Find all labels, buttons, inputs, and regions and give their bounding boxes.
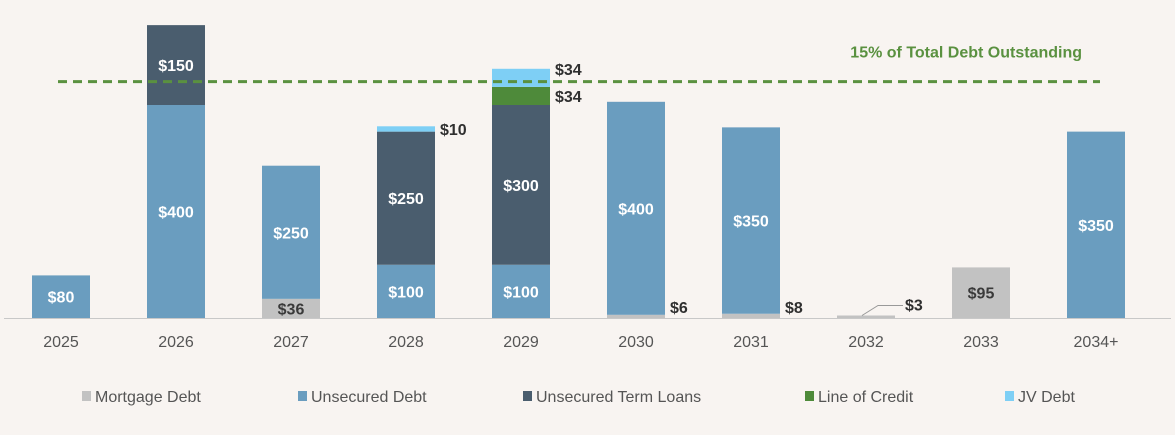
legend-label-jv-debt: JV Debt <box>1018 389 1075 406</box>
legend: Mortgage Debt Unsecured Debt Unsecured Ter… <box>82 389 1075 406</box>
legend-swatch-jv-debt <box>1005 391 1014 401</box>
bar-mortgage-debt-2032 <box>837 315 895 318</box>
data-label-unsecured-debt-2027: $250 <box>273 225 309 242</box>
data-label-mortgage-debt-2033: $95 <box>968 286 995 303</box>
x-tick-label-2031: 2031 <box>733 334 769 351</box>
bar-unsecured-term-loans-2026 <box>147 25 205 105</box>
bar-unsecured-term-loans-2029 <box>492 105 550 265</box>
data-label-mortgage-debt-2032: $3 <box>905 298 923 315</box>
bar-jv-debt-2029 <box>492 68 550 87</box>
x-tick-label-2029: 2029 <box>503 334 539 351</box>
x-tick-label-2030: 2030 <box>618 334 654 351</box>
data-label-unsecured-term-loans-2026: $150 <box>158 58 194 75</box>
data-label-unsecured-debt-2026: $400 <box>158 205 194 222</box>
bar-mortgage-debt-2030 <box>607 314 665 318</box>
bars-layer <box>32 25 1125 318</box>
x-tick-label-2025: 2025 <box>43 334 79 351</box>
data-label-jv-debt-2029: $34 <box>555 62 582 79</box>
x-tick-label-2033: 2033 <box>963 334 999 351</box>
bar-unsecured-debt-2027 <box>262 165 320 299</box>
data-label-mortgage-debt-2031: $8 <box>785 300 803 317</box>
data-label-unsecured-debt-2028: $100 <box>388 284 424 301</box>
legend-swatch-line-of-credit <box>805 391 814 401</box>
legend-swatch-mortgage-debt <box>82 391 91 401</box>
data-label-unsecured-term-loans-2028: $250 <box>388 191 424 208</box>
x-tick-label-2032: 2032 <box>848 334 884 351</box>
bar-mortgage-debt-2033 <box>952 267 1010 318</box>
data-label-unsecured-debt-2029: $100 <box>503 284 539 301</box>
x-tick-label-2034: 2034+ <box>1074 334 1119 351</box>
legend-label-unsecured-debt: Unsecured Debt <box>311 389 427 406</box>
data-label-unsecured-term-loans-2029: $300 <box>503 178 539 195</box>
data-label-unsecured-debt-2025: $80 <box>48 290 75 307</box>
data-label-line-of-credit-2029: $34 <box>555 89 582 106</box>
data-label-mortgage-debt-2027: $36 <box>278 301 305 318</box>
data-label-unsecured-debt-2031: $350 <box>733 214 769 231</box>
legend-swatch-unsecured-term-loans <box>523 391 532 401</box>
data-label-jv-debt-2028: $10 <box>440 122 467 139</box>
leader-line-2032 <box>861 305 903 316</box>
bar-unsecured-term-loans-2028 <box>377 131 435 265</box>
bar-unsecured-debt-2030 <box>607 101 665 315</box>
bar-unsecured-debt-2029 <box>492 264 550 318</box>
bar-unsecured-debt-2028 <box>377 264 435 318</box>
data-label-mortgage-debt-2030: $6 <box>670 300 688 317</box>
legend-label-unsecured-term-loans: Unsecured Term Loans <box>536 389 701 406</box>
reference-line-label: 15% of Total Debt Outstanding <box>850 45 1082 62</box>
x-axis: 2025 2026 2027 2028 2029 2030 2031 2032 2033 2034… <box>4 318 1171 351</box>
bar-unsecured-debt-2026 <box>147 105 205 318</box>
legend-label-mortgage-debt: Mortgage Debt <box>95 389 201 406</box>
bar-mortgage-debt-2027 <box>262 298 320 318</box>
bar-line-of-credit-2029 <box>492 86 550 105</box>
legend-label-line-of-credit: Line of Credit <box>818 389 914 406</box>
data-label-unsecured-debt-2034: $350 <box>1078 218 1114 235</box>
x-tick-label-2026: 2026 <box>158 334 194 351</box>
data-label-unsecured-debt-2030: $400 <box>618 201 654 218</box>
bar-unsecured-debt-2034 <box>1067 131 1125 318</box>
bar-mortgage-debt-2031 <box>722 313 780 318</box>
data-labels-layer: $80 $400 $150 $36 $250 $100 $250 $10 $100 $300 $34… <box>48 58 1114 318</box>
reference-line-group: 15% of Total Debt Outstanding <box>58 45 1100 84</box>
bar-unsecured-debt-2031 <box>722 127 780 314</box>
legend-swatch-unsecured-debt <box>298 391 307 401</box>
bar-jv-debt-2028 <box>377 126 435 132</box>
x-tick-label-2028: 2028 <box>388 334 424 351</box>
x-tick-label-2027: 2027 <box>273 334 309 351</box>
bar-unsecured-debt-2025 <box>32 275 90 318</box>
